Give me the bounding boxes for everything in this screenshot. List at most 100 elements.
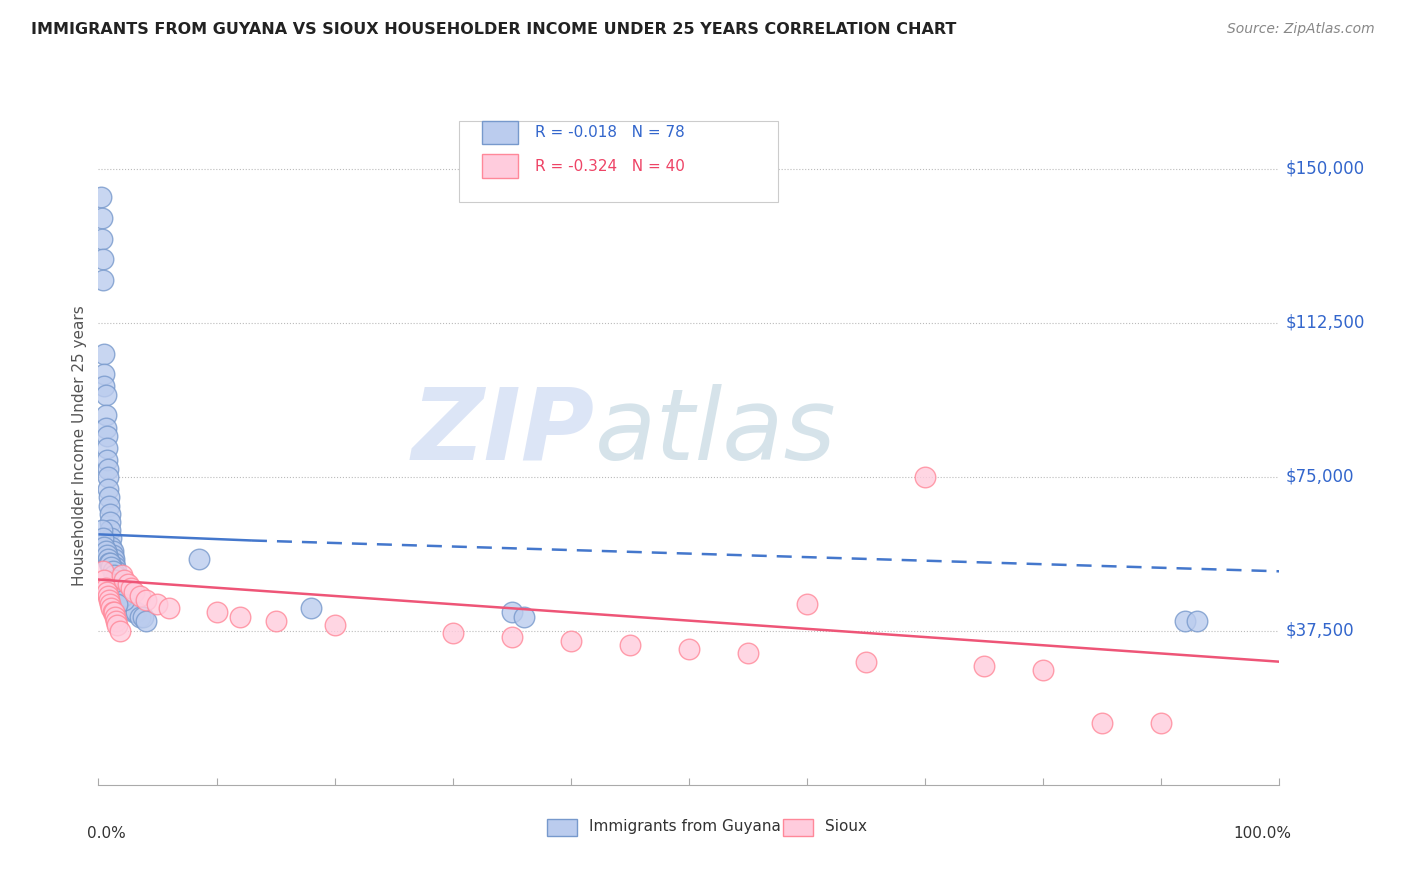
Point xyxy=(98,556,121,570)
Text: Source: ZipAtlas.com: Source: ZipAtlas.com xyxy=(1227,22,1375,37)
Point xyxy=(98,556,121,570)
Point xyxy=(100,601,122,615)
Point xyxy=(1032,663,1054,677)
Point xyxy=(100,560,122,574)
Point xyxy=(112,589,135,603)
Point xyxy=(973,658,995,673)
Point xyxy=(107,585,129,599)
Point xyxy=(93,540,115,554)
Point xyxy=(110,581,132,595)
Point xyxy=(501,630,523,644)
Text: Sioux: Sioux xyxy=(825,820,866,835)
Point xyxy=(97,589,120,603)
FancyBboxPatch shape xyxy=(547,819,576,836)
Point xyxy=(104,564,127,578)
Point xyxy=(120,601,142,615)
Text: 0.0%: 0.0% xyxy=(87,826,125,840)
Point xyxy=(96,453,118,467)
Point xyxy=(105,564,128,578)
Point xyxy=(96,441,118,455)
Point xyxy=(105,597,128,611)
Text: ZIP: ZIP xyxy=(412,384,595,481)
Point xyxy=(96,585,118,599)
Point xyxy=(112,589,135,603)
FancyBboxPatch shape xyxy=(482,120,517,145)
Point xyxy=(112,589,135,603)
Point xyxy=(105,576,128,591)
Point xyxy=(114,593,136,607)
Point xyxy=(101,606,124,620)
Point xyxy=(94,543,117,558)
Point xyxy=(111,585,134,599)
Point xyxy=(105,614,128,628)
Point xyxy=(187,552,209,566)
Point xyxy=(112,573,135,587)
Point xyxy=(796,597,818,611)
Point xyxy=(619,638,641,652)
Y-axis label: Householder Income Under 25 years: Householder Income Under 25 years xyxy=(72,306,87,586)
Point xyxy=(737,647,759,661)
Point xyxy=(105,617,128,632)
Point xyxy=(96,428,118,442)
Point xyxy=(98,507,121,521)
Point xyxy=(110,585,132,599)
Text: IMMIGRANTS FROM GUYANA VS SIOUX HOUSEHOLDER INCOME UNDER 25 YEARS CORRELATION CH: IMMIGRANTS FROM GUYANA VS SIOUX HOUSEHOL… xyxy=(31,22,956,37)
Point xyxy=(94,581,117,595)
Point xyxy=(1150,716,1173,731)
Point xyxy=(157,601,180,615)
Point xyxy=(98,597,121,611)
Point xyxy=(97,470,120,484)
Point xyxy=(100,532,122,546)
Text: R = -0.324   N = 40: R = -0.324 N = 40 xyxy=(536,159,685,174)
Point xyxy=(117,576,139,591)
Point xyxy=(560,634,582,648)
Point xyxy=(914,470,936,484)
Point xyxy=(678,642,700,657)
Point xyxy=(122,585,145,599)
Point xyxy=(323,617,346,632)
Point xyxy=(91,211,114,225)
Point xyxy=(108,576,131,591)
Point xyxy=(108,581,131,595)
Point xyxy=(103,552,125,566)
Point xyxy=(96,548,118,562)
Text: $150,000: $150,000 xyxy=(1285,160,1364,178)
Point xyxy=(105,568,128,582)
Point xyxy=(135,614,157,628)
Point xyxy=(501,606,523,620)
Point xyxy=(93,367,115,381)
FancyBboxPatch shape xyxy=(458,120,778,202)
FancyBboxPatch shape xyxy=(482,154,517,178)
Point xyxy=(111,585,134,599)
Point xyxy=(98,499,121,513)
Point xyxy=(97,482,120,496)
Point xyxy=(125,606,148,620)
Point xyxy=(512,609,534,624)
Point xyxy=(108,624,131,638)
Point xyxy=(101,564,124,578)
Point xyxy=(1185,614,1208,628)
Point xyxy=(105,576,128,591)
Text: $75,000: $75,000 xyxy=(1285,467,1354,486)
Text: $37,500: $37,500 xyxy=(1285,622,1354,640)
Point xyxy=(91,252,114,266)
Point xyxy=(91,231,114,245)
Point xyxy=(112,593,135,607)
Point xyxy=(97,552,120,566)
Point xyxy=(121,601,143,615)
Point xyxy=(107,576,129,591)
Point xyxy=(105,573,128,587)
Point xyxy=(135,593,157,607)
Point xyxy=(100,540,122,554)
Point xyxy=(98,491,121,505)
Text: $112,500: $112,500 xyxy=(1285,314,1365,332)
Text: Immigrants from Guyana: Immigrants from Guyana xyxy=(589,820,780,835)
Point xyxy=(122,606,145,620)
Point xyxy=(93,346,115,360)
Point xyxy=(98,523,121,537)
Point xyxy=(121,581,143,595)
FancyBboxPatch shape xyxy=(783,819,813,836)
Point xyxy=(205,606,228,620)
Text: R = -0.018   N = 78: R = -0.018 N = 78 xyxy=(536,125,685,140)
Point xyxy=(94,420,117,434)
